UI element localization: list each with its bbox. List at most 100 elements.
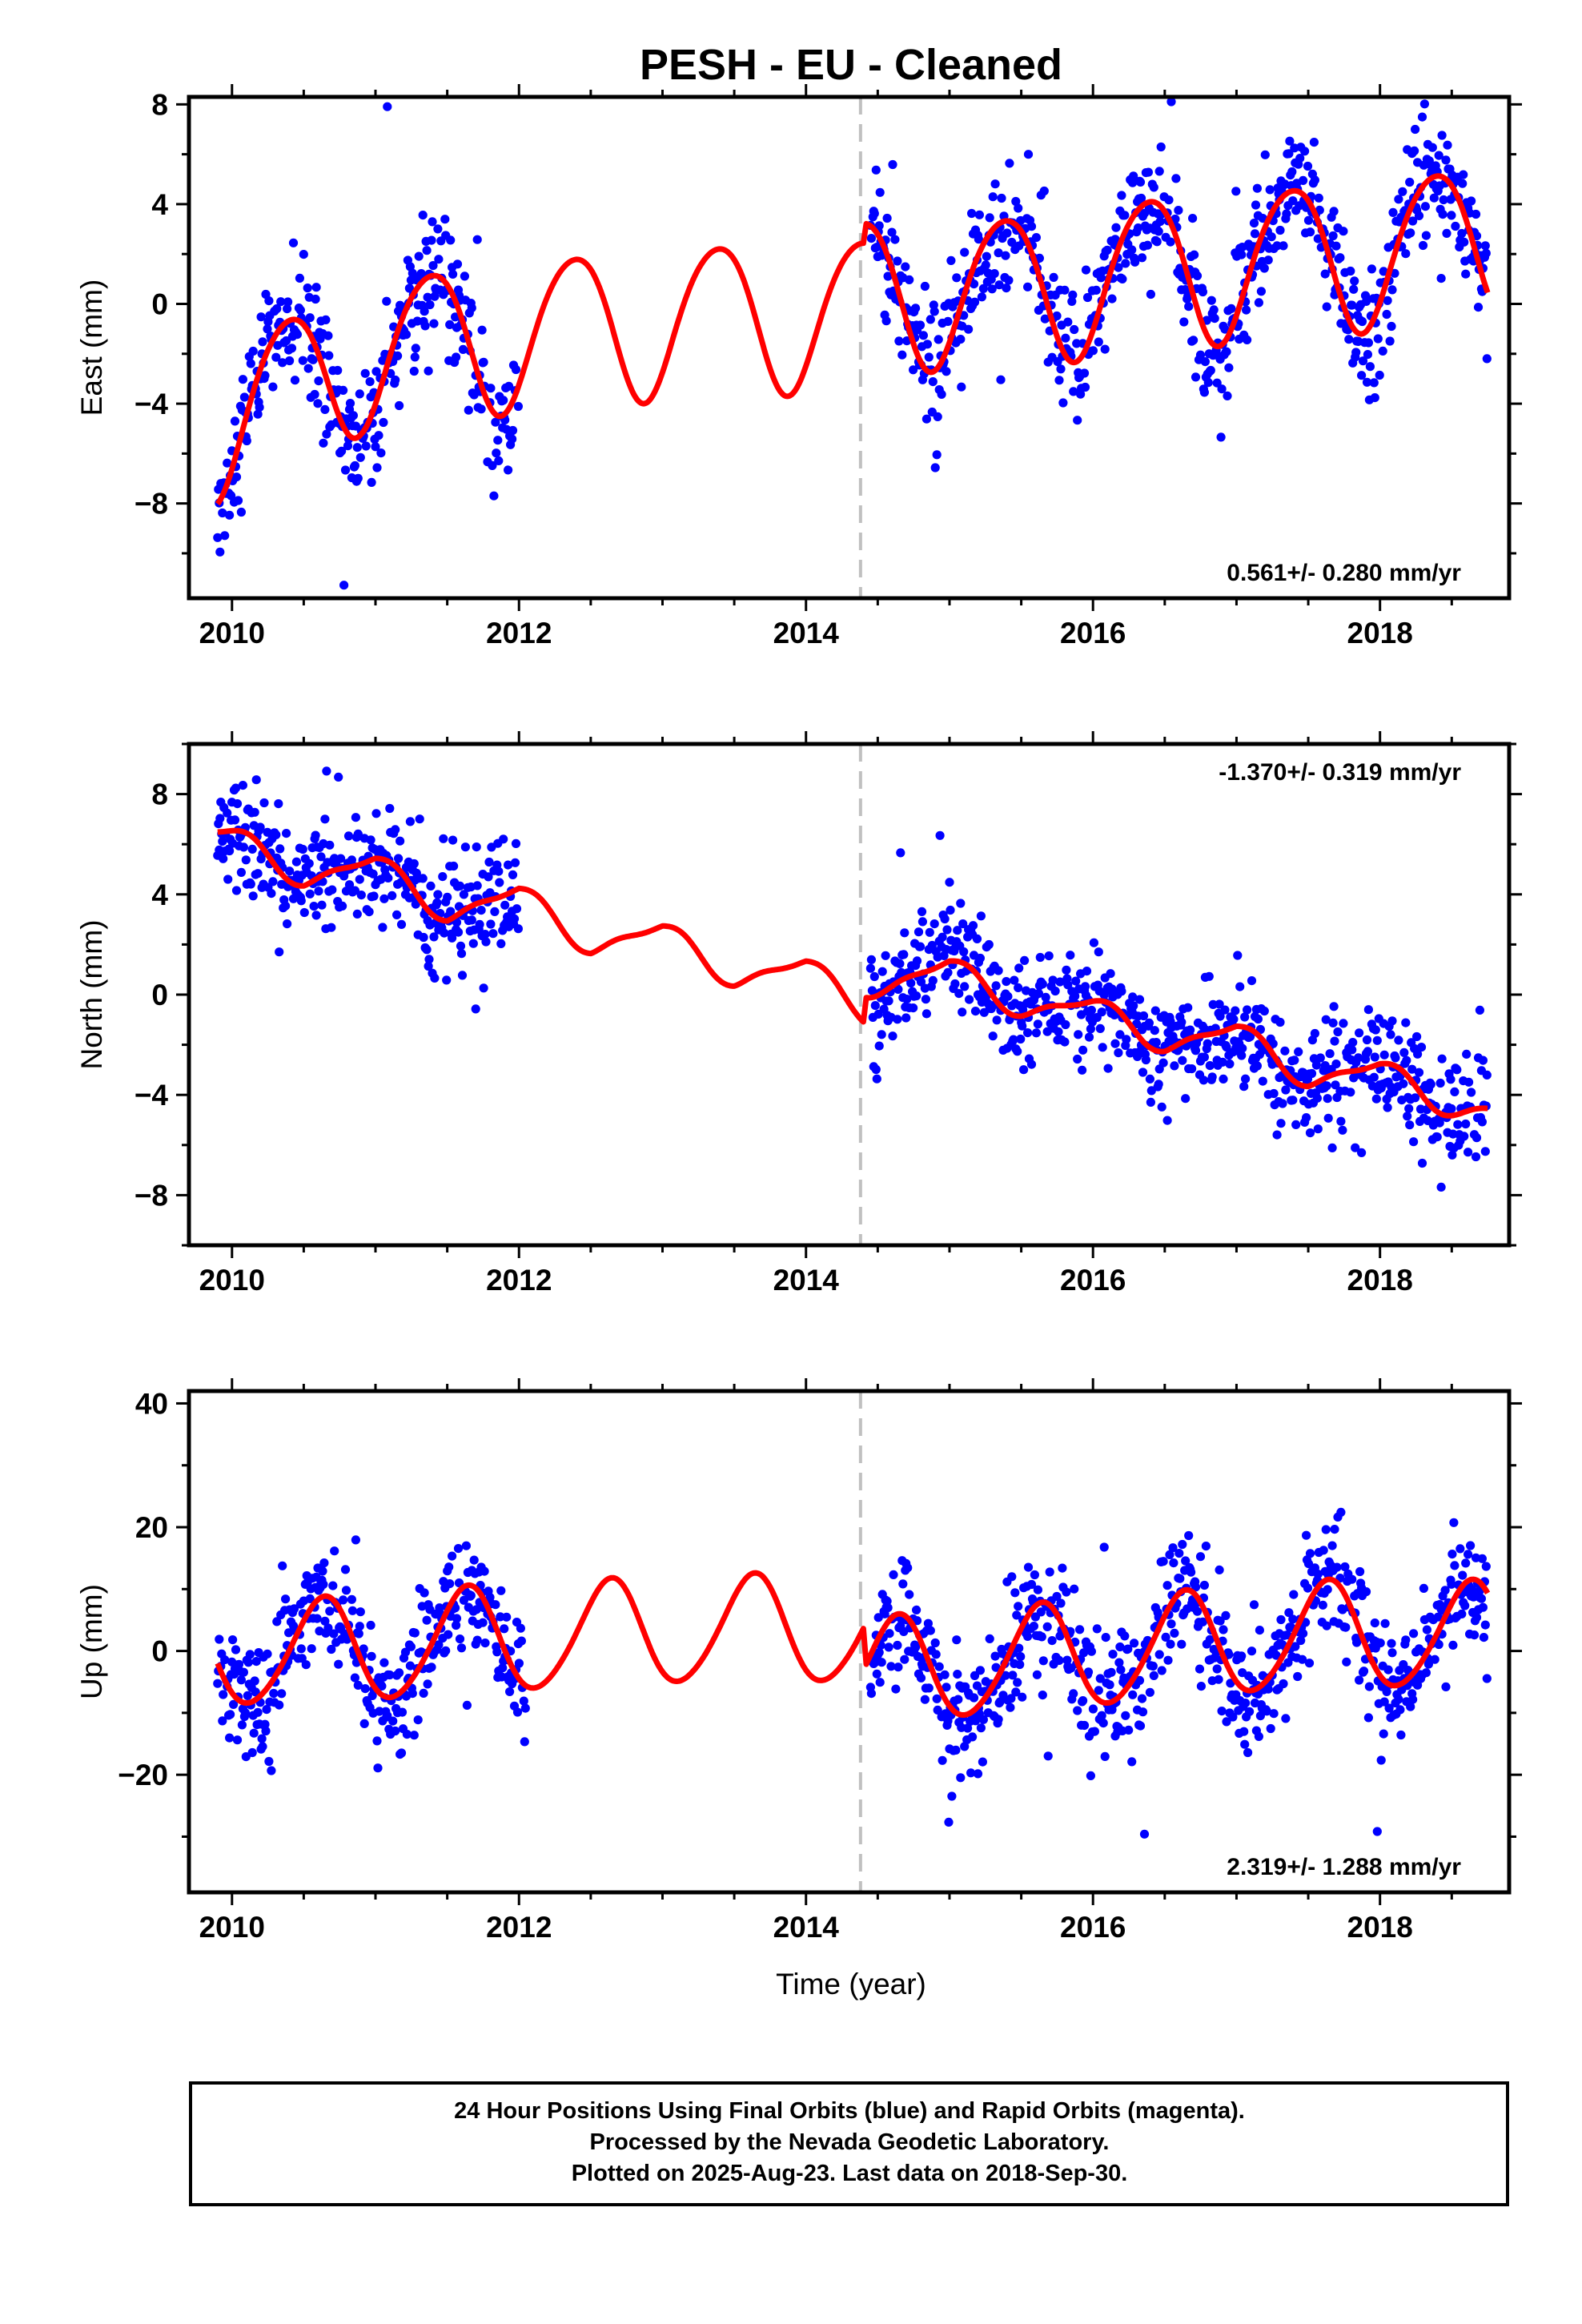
data-point bbox=[236, 867, 246, 877]
data-point bbox=[1237, 250, 1247, 259]
data-point bbox=[1446, 1075, 1456, 1084]
data-point bbox=[496, 939, 506, 948]
data-point bbox=[1299, 175, 1308, 185]
data-point bbox=[1107, 294, 1117, 304]
data-point bbox=[1275, 1017, 1285, 1027]
data-point bbox=[1302, 1530, 1311, 1540]
y-tick-label: 4 bbox=[151, 188, 168, 221]
x-tick-label: 2016 bbox=[1060, 1264, 1126, 1297]
data-point bbox=[343, 441, 353, 451]
data-point bbox=[1443, 140, 1452, 150]
data-point bbox=[369, 891, 379, 901]
data-point bbox=[405, 1661, 415, 1671]
x-tick-label: 2018 bbox=[1347, 1264, 1413, 1297]
data-point bbox=[1009, 1035, 1018, 1044]
data-point bbox=[441, 1646, 451, 1655]
data-point bbox=[1191, 372, 1201, 382]
data-point bbox=[1158, 1557, 1168, 1566]
data-point bbox=[355, 389, 364, 399]
data-point bbox=[318, 1566, 327, 1576]
data-point bbox=[446, 907, 456, 916]
data-point bbox=[1079, 1720, 1090, 1731]
data-point bbox=[893, 1640, 902, 1651]
data-point bbox=[1123, 1644, 1133, 1654]
data-point bbox=[1254, 1731, 1263, 1741]
data-point bbox=[1135, 1721, 1146, 1731]
data-point bbox=[339, 385, 348, 395]
data-point bbox=[1263, 255, 1273, 265]
data-point bbox=[1471, 1152, 1481, 1162]
data-point bbox=[1466, 1541, 1476, 1550]
data-point bbox=[1013, 1047, 1022, 1056]
data-point bbox=[330, 1546, 339, 1556]
data-point bbox=[1441, 155, 1451, 165]
data-point bbox=[452, 1614, 462, 1623]
data-point bbox=[1288, 196, 1298, 206]
data-point bbox=[1044, 951, 1054, 961]
data-point bbox=[970, 1007, 981, 1016]
data-point bbox=[1387, 1638, 1396, 1648]
data-point bbox=[251, 1657, 261, 1667]
data-point bbox=[327, 1644, 336, 1655]
data-point bbox=[922, 340, 932, 349]
data-point bbox=[411, 344, 420, 353]
data-point bbox=[255, 822, 265, 832]
data-point bbox=[1461, 269, 1471, 279]
data-point bbox=[930, 463, 940, 472]
data-point bbox=[1305, 1549, 1315, 1558]
data-point bbox=[874, 1647, 884, 1657]
data-point bbox=[942, 367, 951, 376]
data-point bbox=[1407, 1064, 1417, 1074]
data-point bbox=[1371, 1025, 1380, 1035]
data-point bbox=[289, 1604, 299, 1614]
data-point bbox=[467, 303, 476, 313]
data-point bbox=[1154, 1650, 1164, 1659]
data-point bbox=[1401, 1635, 1411, 1645]
data-point bbox=[915, 942, 926, 951]
data-point bbox=[236, 1675, 246, 1685]
data-point bbox=[1138, 1011, 1149, 1021]
data-point bbox=[1192, 271, 1203, 280]
data-point bbox=[872, 1669, 881, 1679]
data-point bbox=[1464, 1550, 1473, 1559]
data-point bbox=[422, 1615, 432, 1625]
data-point bbox=[406, 1642, 416, 1651]
data-point bbox=[1033, 1585, 1042, 1594]
data-point bbox=[1462, 1049, 1472, 1059]
data-point bbox=[1426, 1080, 1435, 1089]
data-point bbox=[1266, 1723, 1275, 1734]
data-point bbox=[1422, 1625, 1431, 1634]
data-point bbox=[1094, 337, 1103, 347]
data-point bbox=[894, 336, 904, 346]
data-point bbox=[215, 814, 225, 823]
data-point bbox=[1447, 1579, 1456, 1589]
data-point bbox=[1364, 1682, 1374, 1691]
data-point bbox=[402, 1730, 412, 1739]
data-point bbox=[1056, 364, 1066, 374]
data-point bbox=[392, 910, 402, 919]
data-point bbox=[343, 831, 354, 841]
data-point bbox=[364, 907, 374, 917]
data-point bbox=[295, 273, 304, 283]
data-point bbox=[303, 283, 312, 293]
data-point bbox=[1433, 1612, 1443, 1622]
data-point bbox=[1388, 207, 1398, 217]
data-point bbox=[1475, 1005, 1484, 1015]
data-point bbox=[352, 909, 362, 919]
data-point bbox=[994, 248, 1003, 258]
data-point bbox=[1070, 1584, 1079, 1594]
data-point bbox=[295, 305, 305, 315]
data-point bbox=[1323, 1094, 1332, 1104]
data-point bbox=[1038, 1691, 1047, 1700]
data-point bbox=[1190, 250, 1199, 259]
data-point bbox=[410, 352, 420, 362]
data-point bbox=[438, 872, 448, 882]
data-point bbox=[283, 304, 292, 314]
data-point bbox=[1457, 228, 1467, 239]
data-point bbox=[1192, 1606, 1203, 1616]
data-point bbox=[504, 465, 513, 475]
data-point bbox=[988, 1031, 998, 1041]
plot-frame bbox=[187, 1389, 1512, 1895]
data-point bbox=[277, 1689, 287, 1699]
data-point bbox=[1382, 309, 1391, 320]
